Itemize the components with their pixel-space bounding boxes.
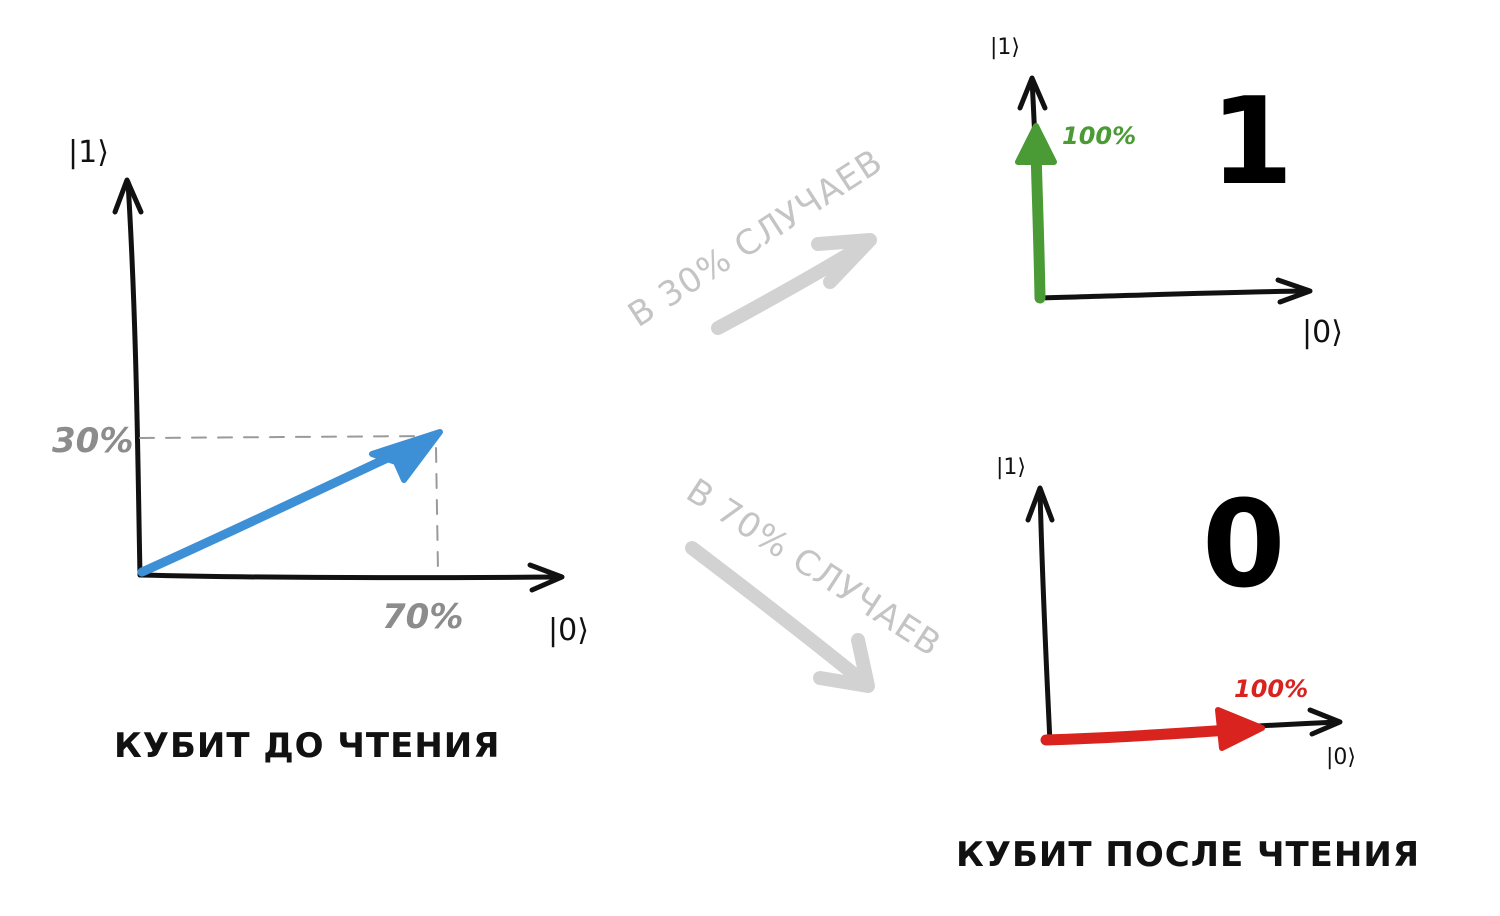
before-x-share-label: 70% [382,597,463,637]
after-zero-diagram: |1⟩ |0⟩ 100% 0 [996,455,1356,770]
before-axis-y-arrowhead [112,177,144,215]
after-caption: КУБИТ ПОСЛЕ ЧТЕНИЯ [956,835,1420,875]
before-axis-x-label: |0⟩ [548,613,589,648]
before-axis-y-label: |1⟩ [68,135,109,170]
after-zero-axis-y [1037,487,1053,745]
transition-upper: В 30% СЛУЧАЕВ [621,141,890,335]
before-diagram: |1⟩ |0⟩ 30% 70% КУБИТ ДО ЧТЕНИЯ [52,135,589,766]
after-one-state-vector-head [1015,123,1057,165]
after-one-axis-y-label: |1⟩ [990,35,1020,60]
after-one-axis-y-arrowhead [1017,75,1048,111]
after-zero-state-vector-head [1215,707,1265,751]
after-zero-axis-x-label: |0⟩ [1326,745,1356,770]
after-zero-axis-x-arrowhead [1307,707,1343,737]
after-zero-share-label: 100% [1234,675,1308,703]
before-axis-x [137,572,563,581]
after-zero-axis-y-label: |1⟩ [996,455,1026,480]
after-one-state-vector [1030,144,1046,304]
after-one-diagram: |1⟩ |0⟩ 100% 1 [990,35,1343,350]
after-one-axis-x-arrowhead [1275,277,1313,305]
transition-upper-arrowhead [811,233,877,289]
before-caption: КУБИТ ДО ЧТЕНИЯ [114,726,500,766]
after-zero-state-vector [1040,724,1236,746]
transition-lower-arrowhead [813,633,875,693]
after-one-axis-x [1037,288,1311,301]
after-one-result: 1 [1210,73,1294,212]
transition-lower: В 70% СЛУЧАЕВ [679,471,948,693]
transition-lower-arrow [685,541,873,691]
before-state-vector-head [369,429,443,483]
before-y-share-label: 30% [52,421,133,461]
before-axis-x-arrowhead [527,562,565,593]
before-axis-y [125,179,143,578]
after-one-axis-x-label: |0⟩ [1302,315,1343,350]
after-zero-result: 0 [1202,476,1286,615]
before-projection-vertical [435,447,439,573]
after-one-share-label: 100% [1062,122,1136,150]
after-zero-axis-y-arrowhead [1025,485,1055,523]
before-projection-horizontal [139,435,433,439]
